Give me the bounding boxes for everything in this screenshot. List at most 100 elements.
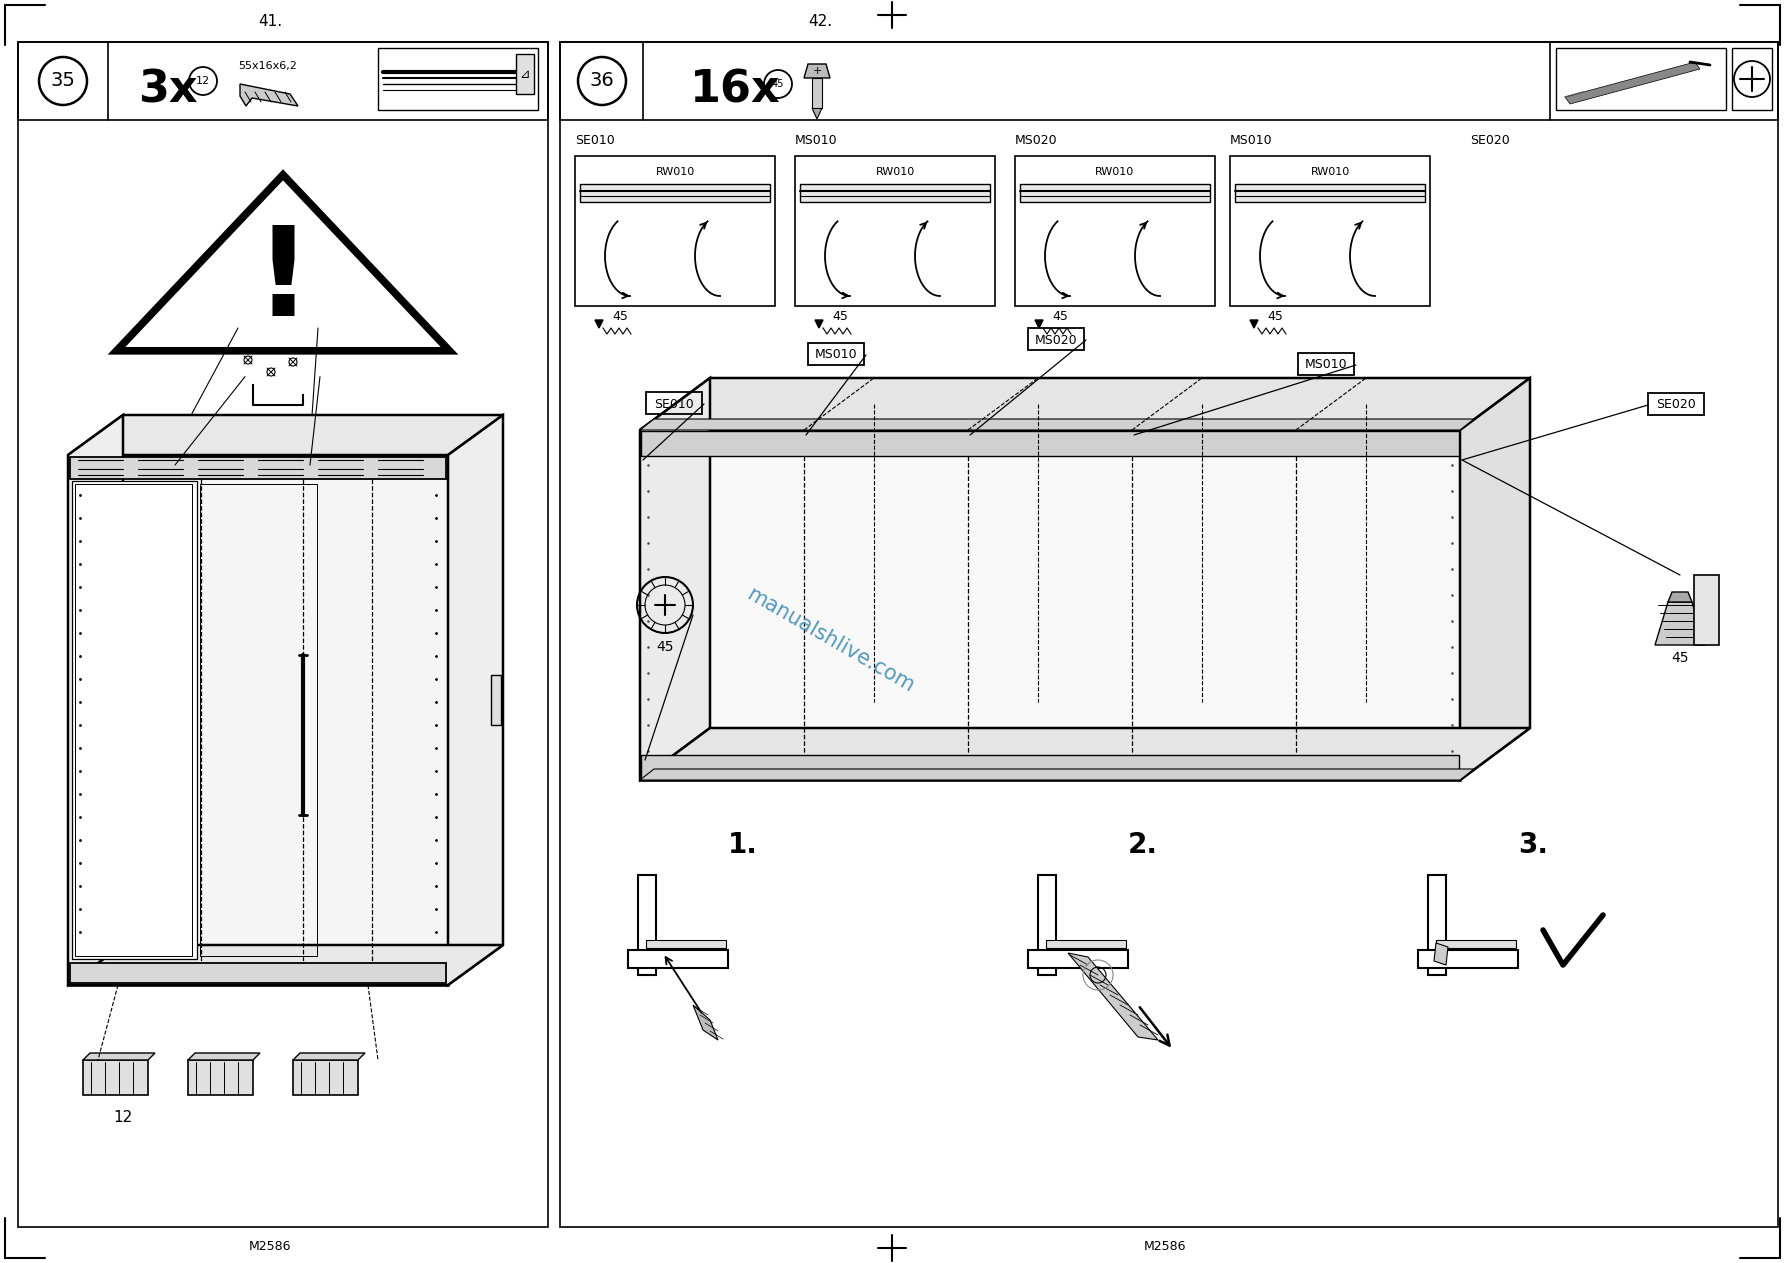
Text: +: +: [812, 66, 821, 76]
Polygon shape: [1655, 602, 1705, 645]
Polygon shape: [239, 85, 298, 106]
Polygon shape: [1565, 62, 1699, 104]
Bar: [812, 78, 823, 109]
Polygon shape: [1250, 320, 1258, 328]
Bar: [1731, 48, 1773, 110]
Bar: [70, 962, 446, 983]
Text: RW010: RW010: [655, 167, 694, 177]
Bar: [800, 184, 991, 202]
Bar: [628, 950, 728, 967]
Text: RW010: RW010: [875, 167, 914, 177]
Text: MS010: MS010: [794, 134, 837, 147]
Polygon shape: [68, 416, 123, 985]
Bar: [71, 481, 196, 959]
Polygon shape: [448, 416, 503, 985]
Bar: [560, 42, 1778, 120]
Text: 3x: 3x: [137, 68, 198, 111]
Bar: [1648, 393, 1705, 416]
Text: 35: 35: [50, 72, 75, 91]
Bar: [68, 455, 448, 985]
Text: 45: 45: [657, 640, 673, 654]
Text: RW010: RW010: [1310, 167, 1349, 177]
Polygon shape: [68, 416, 503, 455]
Bar: [646, 940, 726, 949]
Bar: [378, 48, 537, 110]
Polygon shape: [803, 64, 830, 78]
Text: 41.: 41.: [259, 14, 282, 29]
Text: 16x: 16x: [691, 68, 780, 111]
Polygon shape: [1667, 592, 1692, 602]
Polygon shape: [1433, 943, 1448, 965]
Polygon shape: [641, 419, 1474, 429]
Text: 3.: 3.: [1517, 831, 1548, 859]
Polygon shape: [641, 727, 1530, 781]
Text: 55x16x6,2: 55x16x6,2: [237, 61, 296, 71]
Text: 45: 45: [771, 80, 784, 88]
Polygon shape: [187, 1053, 261, 1060]
Text: MS020: MS020: [1016, 134, 1059, 147]
Text: 45: 45: [1267, 309, 1283, 322]
Polygon shape: [1067, 954, 1158, 1039]
Bar: [1557, 48, 1726, 110]
Bar: [641, 429, 1460, 781]
Polygon shape: [641, 378, 1530, 429]
Text: manualshlive.com: manualshlive.com: [743, 584, 917, 696]
Bar: [70, 457, 446, 479]
Text: SE020: SE020: [1471, 134, 1510, 147]
Polygon shape: [1460, 378, 1530, 781]
Bar: [1028, 328, 1083, 350]
Polygon shape: [293, 1060, 359, 1095]
Polygon shape: [594, 320, 603, 328]
Bar: [1435, 940, 1515, 949]
Text: !: !: [255, 221, 312, 342]
Bar: [18, 42, 548, 1226]
Polygon shape: [816, 320, 823, 328]
Bar: [637, 875, 657, 975]
Text: 45: 45: [1051, 309, 1067, 322]
Text: MS010: MS010: [814, 349, 857, 361]
Polygon shape: [641, 769, 1474, 781]
Bar: [560, 42, 1778, 1226]
Bar: [1298, 352, 1355, 375]
Bar: [491, 674, 502, 725]
Text: 45: 45: [832, 309, 848, 322]
Bar: [1428, 875, 1446, 975]
Text: 1.: 1.: [728, 831, 759, 859]
Text: SE020: SE020: [1656, 399, 1696, 412]
Polygon shape: [82, 1053, 155, 1060]
Text: 36: 36: [589, 72, 614, 91]
Text: MS010: MS010: [1230, 134, 1273, 147]
Text: SE010: SE010: [653, 398, 694, 410]
Bar: [1016, 157, 1216, 306]
Text: 12: 12: [196, 76, 211, 86]
Bar: [641, 431, 1458, 456]
Polygon shape: [68, 945, 503, 985]
Text: 45: 45: [612, 309, 628, 322]
Polygon shape: [812, 109, 823, 119]
Bar: [18, 42, 548, 120]
Bar: [75, 484, 193, 956]
Text: M2586: M2586: [248, 1240, 291, 1253]
Text: SE010: SE010: [575, 134, 614, 147]
Bar: [1019, 184, 1210, 202]
Text: 2.: 2.: [1128, 831, 1158, 859]
Text: 12: 12: [114, 1109, 132, 1124]
Bar: [516, 54, 534, 93]
Text: M2586: M2586: [1144, 1240, 1187, 1253]
Polygon shape: [116, 174, 450, 351]
Bar: [580, 184, 769, 202]
Polygon shape: [1035, 320, 1042, 328]
Bar: [641, 755, 1458, 781]
Bar: [575, 157, 775, 306]
Polygon shape: [293, 1053, 364, 1060]
Polygon shape: [693, 1005, 718, 1039]
Text: 42.: 42.: [809, 14, 832, 29]
Text: ⊿: ⊿: [519, 67, 530, 81]
Bar: [794, 157, 994, 306]
Text: RW010: RW010: [1096, 167, 1135, 177]
Bar: [200, 484, 318, 956]
Bar: [1028, 950, 1128, 967]
Bar: [809, 344, 864, 365]
Bar: [1039, 875, 1057, 975]
Bar: [1694, 575, 1719, 645]
